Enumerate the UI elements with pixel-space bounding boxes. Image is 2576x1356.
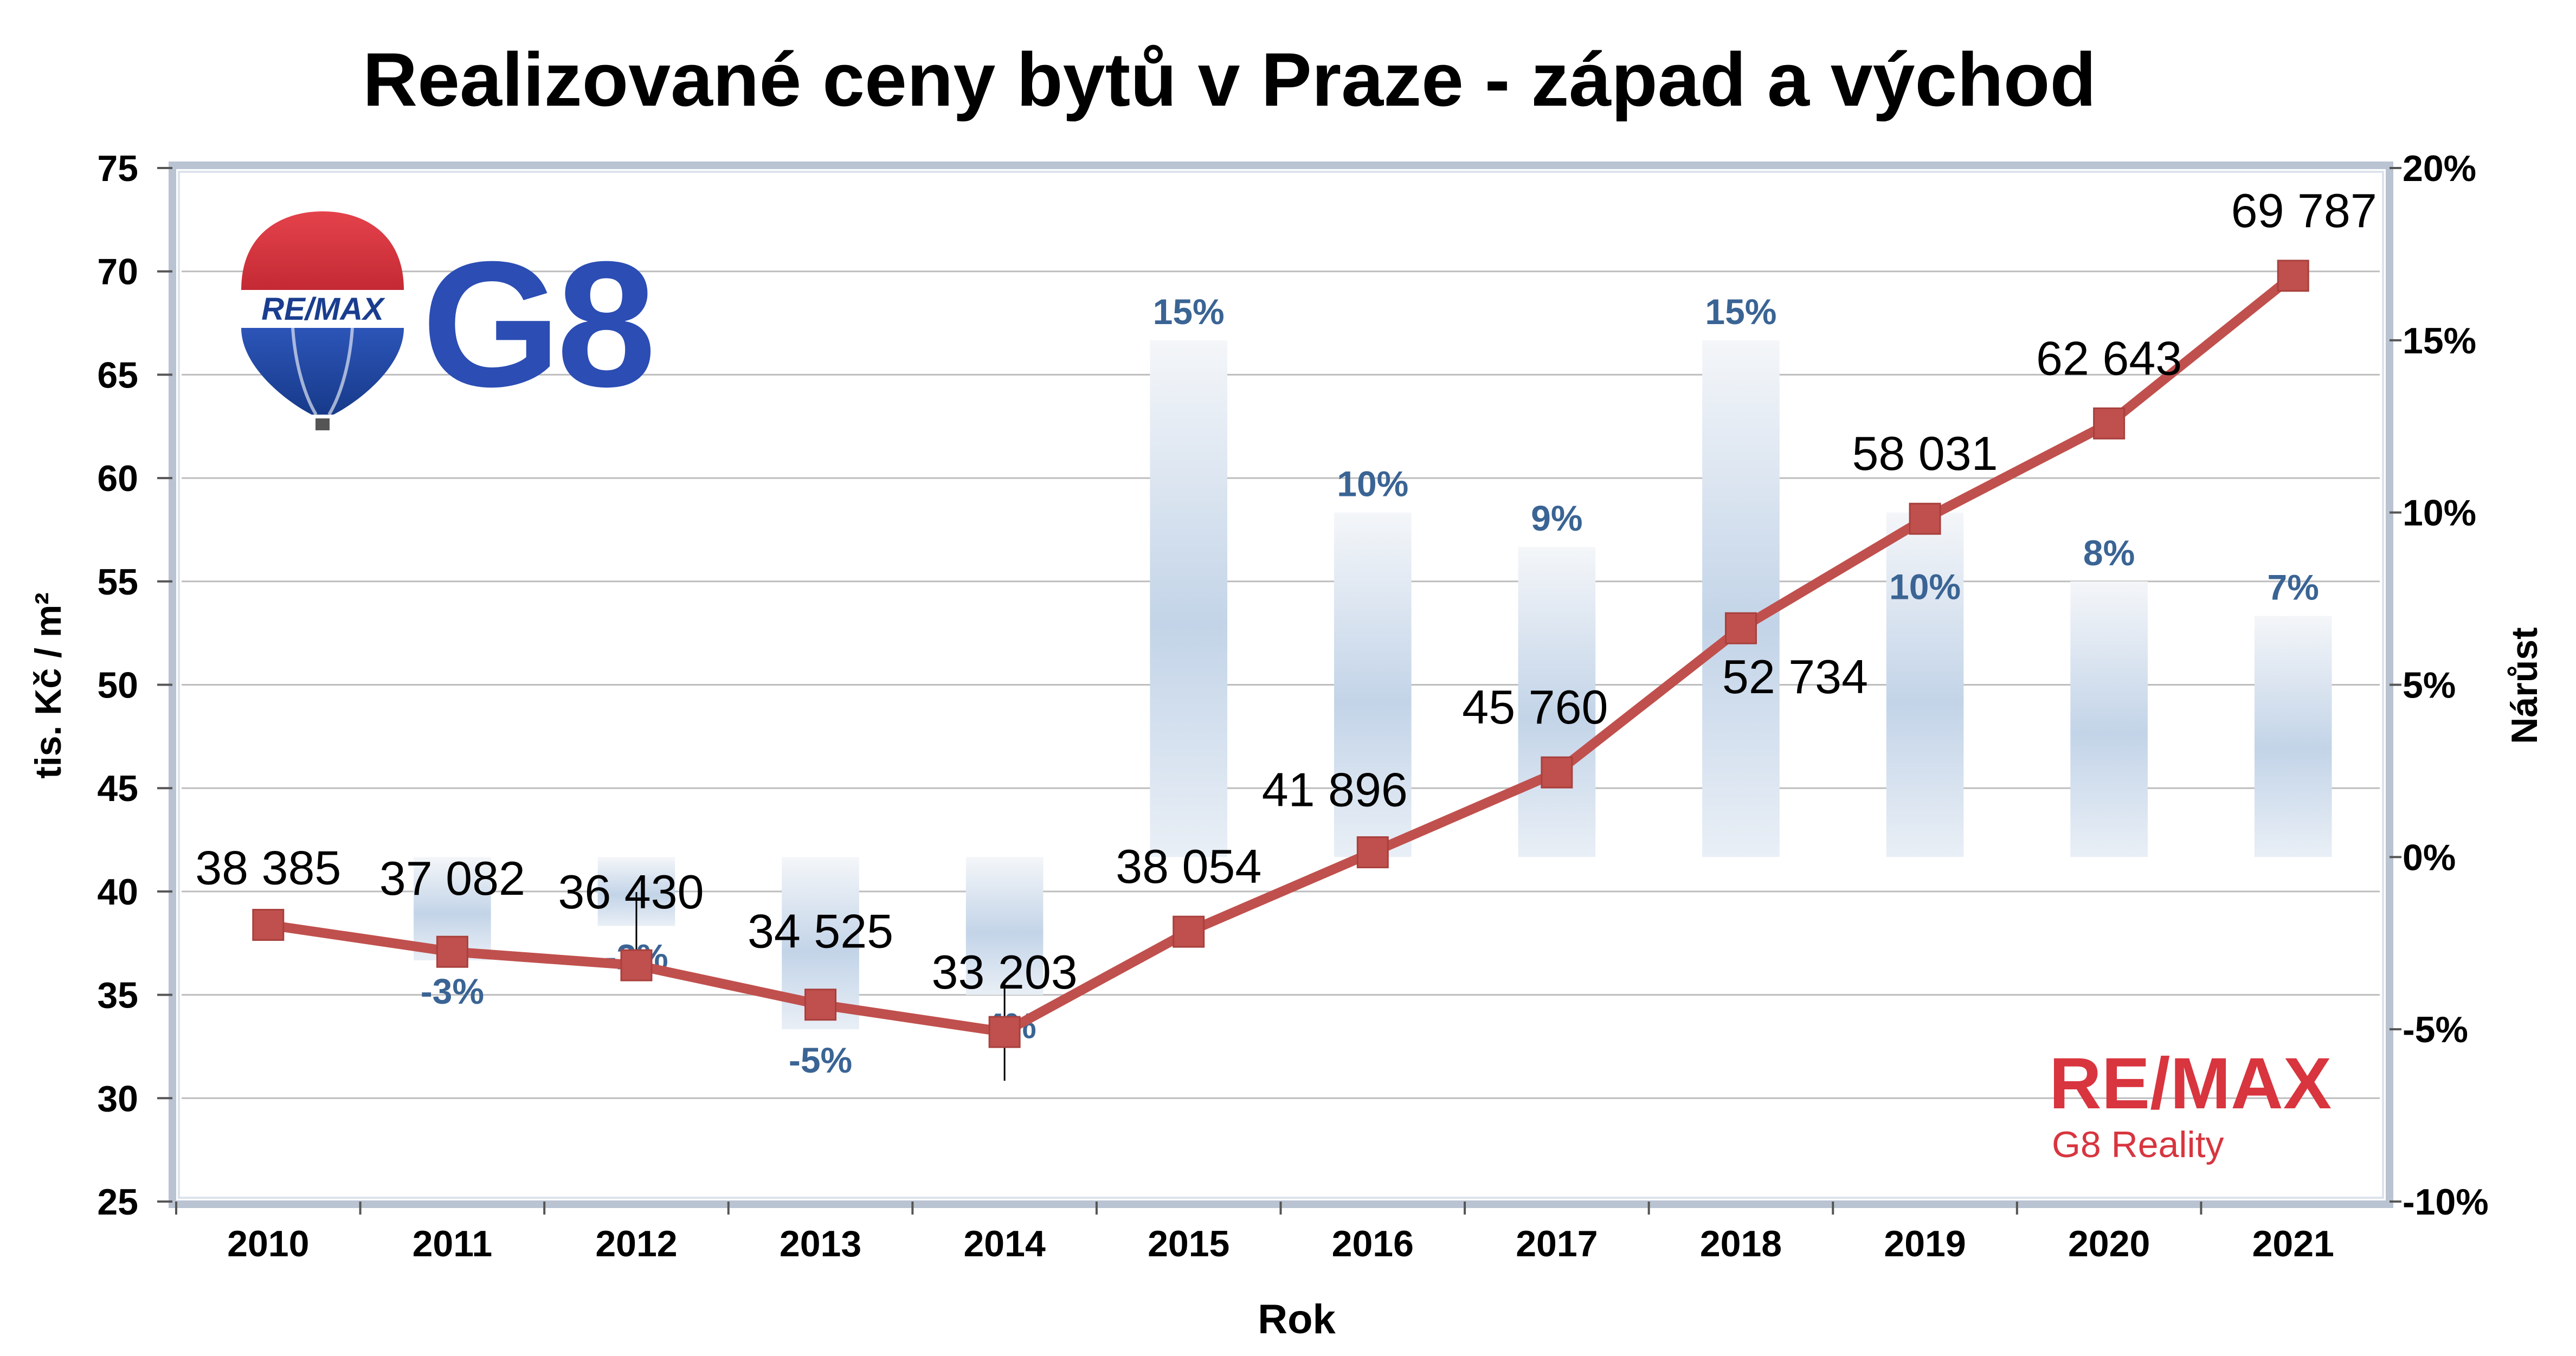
x-tick-label: 2021 bbox=[2252, 1223, 2334, 1264]
plot-inner-border bbox=[178, 171, 2384, 1199]
price-label: 52 734 bbox=[1722, 650, 1868, 703]
price-label: 45 760 bbox=[1462, 680, 1608, 734]
growth-bar bbox=[1150, 340, 1228, 857]
growth-bar bbox=[2254, 616, 2332, 857]
price-marker bbox=[2093, 407, 2126, 440]
y-left-tick-label: 45 bbox=[97, 768, 138, 809]
y-left-tick-label: 65 bbox=[97, 354, 138, 396]
balloon-bottom-blue bbox=[241, 328, 404, 415]
price-label: 69 787 bbox=[2231, 184, 2377, 237]
x-tick-label: 2016 bbox=[1332, 1223, 1414, 1264]
left-axis-ticks: 25 30 35 40 45 50 55 60 65 70 75 bbox=[97, 148, 172, 1223]
growth-bar-label: 7% bbox=[2268, 567, 2319, 607]
price-label: 34 525 bbox=[748, 905, 893, 958]
x-tick-label: 2013 bbox=[780, 1223, 861, 1264]
price-label: 36 430 bbox=[558, 865, 704, 919]
price-label: 38 054 bbox=[1116, 840, 1261, 893]
g8-reality-text: G8 Reality bbox=[2052, 1124, 2224, 1165]
price-label: 33 203 bbox=[932, 945, 1078, 999]
price-label: 58 031 bbox=[1852, 427, 1998, 480]
x-tick-label: 2011 bbox=[413, 1223, 493, 1264]
price-label: 41 896 bbox=[1262, 763, 1408, 817]
price-marker bbox=[1909, 502, 1941, 535]
price-marker bbox=[620, 949, 653, 982]
price-marker bbox=[1541, 756, 1573, 789]
y-left-tick-label: 25 bbox=[97, 1181, 138, 1223]
x-tick-label: 2012 bbox=[595, 1223, 677, 1264]
y-left-tick-label: 35 bbox=[97, 975, 138, 1016]
y-axis-right-title: Nárůst bbox=[2504, 627, 2545, 744]
x-tick-label: 2018 bbox=[1700, 1223, 1782, 1264]
balloon-basket bbox=[315, 418, 330, 430]
price-label: 38 385 bbox=[195, 841, 341, 894]
growth-bar-label: 10% bbox=[1889, 567, 1961, 607]
x-axis-title: Rok bbox=[1258, 1296, 1336, 1342]
y-right-tick-label: 0% bbox=[2403, 837, 2456, 878]
balloon-band bbox=[240, 290, 405, 328]
price-line-path bbox=[263, 270, 2298, 1037]
y-left-tick-label: 40 bbox=[97, 871, 138, 913]
growth-bar bbox=[1886, 512, 1964, 857]
y-left-tick-label: 30 bbox=[97, 1078, 138, 1119]
price-marker bbox=[1173, 915, 1205, 948]
growth-bar bbox=[1518, 547, 1596, 857]
growth-bar-label: 8% bbox=[2083, 533, 2135, 573]
x-tick-label: 2017 bbox=[1516, 1223, 1598, 1264]
x-tick-label: 2019 bbox=[1884, 1223, 1966, 1264]
x-tick-label: 2020 bbox=[2068, 1223, 2150, 1264]
x-tick-label: 2014 bbox=[963, 1223, 1045, 1264]
balloon-top-red bbox=[241, 211, 404, 290]
price-marker bbox=[436, 935, 468, 968]
y-right-tick-label: 10% bbox=[2403, 493, 2476, 534]
y-right-tick-label: 15% bbox=[2403, 320, 2476, 361]
growth-bar bbox=[2070, 581, 2148, 857]
growth-bar bbox=[1334, 512, 1412, 857]
price-marker bbox=[804, 989, 837, 1021]
growth-bar-label: -5% bbox=[789, 1040, 852, 1080]
price-label: 62 643 bbox=[2036, 331, 2182, 385]
g8-logo: G8 bbox=[422, 224, 652, 424]
price-label: 37 082 bbox=[379, 851, 525, 905]
y-right-tick-label: 5% bbox=[2403, 665, 2456, 706]
growth-bar-label: 15% bbox=[1153, 292, 1225, 332]
remax-logo: RE/MAX bbox=[2049, 1043, 2332, 1124]
price-marker bbox=[2277, 260, 2309, 292]
growth-bar bbox=[1702, 340, 1780, 857]
balloon-logo: RE/MAX bbox=[240, 211, 405, 430]
growth-bar-label: 10% bbox=[1337, 464, 1408, 504]
y-left-tick-label: 50 bbox=[97, 665, 138, 706]
y-left-tick-label: 75 bbox=[97, 148, 138, 189]
price-marker bbox=[1724, 612, 1757, 644]
y-left-tick-label: 60 bbox=[97, 458, 138, 499]
right-axis-ticks: -10% -5% 0% 5% 10% 15% 20% bbox=[2390, 148, 2489, 1223]
y-right-tick-label: -5% bbox=[2403, 1009, 2468, 1050]
growth-bar-label: -3% bbox=[421, 971, 484, 1011]
y-axis-left-title: tis. Kč / m² bbox=[28, 592, 69, 779]
price-marker bbox=[988, 1016, 1021, 1048]
growth-bar-label: 15% bbox=[1705, 292, 1776, 332]
y-left-tick-label: 55 bbox=[97, 561, 138, 603]
balloon-blue-stripes bbox=[291, 327, 354, 416]
y-left-tick-label: 70 bbox=[97, 251, 138, 293]
chart-title: Realizované ceny bytů v Praze - západ a … bbox=[363, 37, 2096, 122]
growth-bar-label: 9% bbox=[1531, 498, 1582, 538]
balloon-logo-text: RE/MAX bbox=[261, 292, 385, 327]
growth-bars: -3%-2%-5%-4%15%10%9%15%10%8%7% bbox=[414, 292, 2332, 1080]
x-tick-label: 2010 bbox=[227, 1223, 309, 1264]
x-tick-label: 2015 bbox=[1148, 1223, 1229, 1264]
growth-bar bbox=[965, 857, 1044, 995]
x-axis-ticks: 2010 2011 2012 2013 2014 2015 2016 2017 2018 2019… bbox=[175, 1202, 2334, 1264]
price-marker bbox=[252, 908, 285, 941]
price-marker bbox=[1356, 836, 1389, 869]
y-right-tick-label: 20% bbox=[2403, 148, 2476, 189]
y-right-tick-label: -10% bbox=[2403, 1181, 2489, 1223]
